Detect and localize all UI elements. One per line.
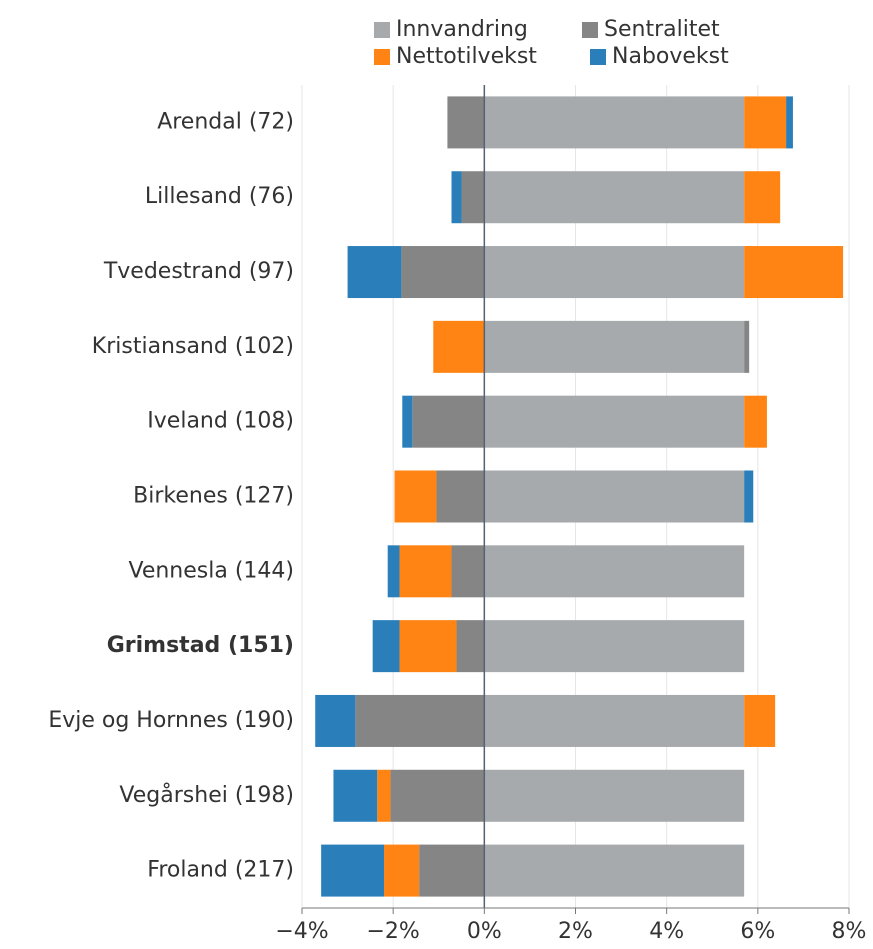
x-tick-label: 8% — [832, 919, 867, 944]
bar — [347, 246, 402, 299]
bar — [484, 246, 745, 299]
bar — [484, 470, 745, 523]
x-tick-label: 6% — [740, 919, 775, 944]
bar — [387, 545, 400, 598]
bar — [433, 320, 485, 373]
bar — [451, 545, 485, 598]
legend-label: Nettotilvekst — [396, 44, 537, 69]
bar — [744, 470, 754, 523]
bar — [744, 694, 776, 747]
bar — [412, 395, 485, 448]
bar — [484, 395, 745, 448]
bar — [402, 395, 413, 448]
bar — [744, 246, 844, 299]
bar — [484, 545, 745, 598]
legend-swatch — [374, 22, 390, 38]
y-tick-label: Vennesla (144) — [128, 558, 294, 583]
bar — [451, 171, 462, 224]
bar — [390, 769, 485, 822]
y-tick-label: Iveland (108) — [147, 409, 294, 434]
bar — [484, 171, 745, 224]
bar — [744, 96, 787, 149]
y-tick-label: Tvedestrand (97) — [103, 259, 294, 284]
bar — [315, 694, 356, 747]
bar — [447, 96, 485, 149]
x-tick-label: 0% — [467, 919, 502, 944]
bar — [333, 769, 378, 822]
bar — [399, 620, 457, 673]
bar — [744, 171, 781, 224]
bar — [377, 769, 391, 822]
bar — [436, 470, 485, 523]
bar — [372, 620, 400, 673]
bar — [484, 96, 745, 149]
bar — [484, 620, 745, 673]
bar — [786, 96, 793, 149]
y-tick-label: Lillesand (76) — [145, 184, 294, 209]
y-tick-label: Evje og Hornnes (190) — [48, 708, 294, 733]
bar — [399, 545, 452, 598]
y-tick-label: Grimstad (151) — [107, 633, 294, 658]
y-tick-label: Froland (217) — [147, 858, 294, 883]
bar — [484, 694, 745, 747]
y-tick-label: Arendal (72) — [157, 109, 294, 134]
bar — [401, 246, 485, 299]
y-tick-label: Vegårshei (198) — [119, 782, 294, 808]
bar — [461, 171, 485, 224]
bar — [394, 470, 437, 523]
legend-label: Innvandring — [396, 17, 528, 42]
bar — [744, 395, 767, 448]
x-tick-label: −2% — [366, 919, 419, 944]
x-tick-label: 2% — [558, 919, 593, 944]
x-tick-label: 4% — [649, 919, 684, 944]
bar — [321, 844, 385, 897]
legend-label: Sentralitet — [604, 17, 720, 42]
x-tick-label: −4% — [275, 919, 328, 944]
y-tick-label: Birkenes (127) — [133, 484, 294, 509]
bar — [484, 320, 745, 373]
bar — [744, 320, 750, 373]
bar — [484, 769, 745, 822]
legend-swatch — [582, 22, 598, 38]
bar — [456, 620, 485, 673]
bar — [484, 844, 745, 897]
bar — [419, 844, 485, 897]
bar — [384, 844, 420, 897]
y-tick-label: Kristiansand (102) — [92, 334, 294, 359]
legend-label: Nabovekst — [612, 44, 729, 69]
bar — [355, 694, 485, 747]
legend-swatch — [590, 49, 606, 65]
legend-swatch — [374, 49, 390, 65]
